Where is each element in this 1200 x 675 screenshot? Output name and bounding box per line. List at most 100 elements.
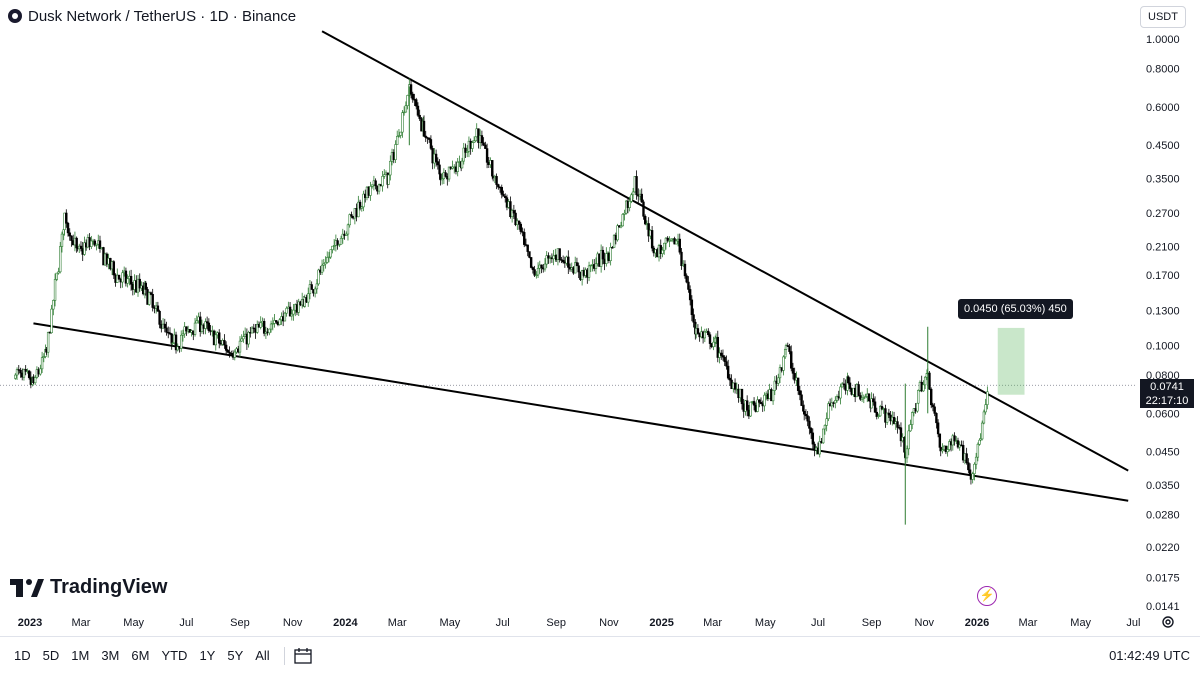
range-button-5d[interactable]: 5D <box>42 648 60 663</box>
candle-body <box>616 225 619 241</box>
candle-body <box>331 245 334 250</box>
candle-body <box>158 310 161 325</box>
range-button-1y[interactable]: 1Y <box>199 648 216 663</box>
candle-body <box>317 269 320 285</box>
candle-body <box>905 448 909 459</box>
candle-body <box>809 428 813 434</box>
x-tick-label: Jul <box>496 617 510 629</box>
candle-body <box>696 328 700 334</box>
candle-body <box>397 135 401 137</box>
candle-body <box>360 206 363 209</box>
candle-body <box>66 222 70 234</box>
candle-body <box>406 95 409 106</box>
candle-body <box>70 235 73 241</box>
candle-body <box>630 194 633 202</box>
x-tick-label: May <box>440 617 461 629</box>
candle-body <box>773 380 777 391</box>
y-tick-label: 0.6000 <box>1146 102 1180 114</box>
candle-body <box>14 374 17 379</box>
candle-body <box>59 246 62 273</box>
candle-body <box>917 390 920 404</box>
candle-body <box>242 336 245 340</box>
candle-body <box>464 147 467 153</box>
lightning-icon[interactable]: ⚡ <box>977 586 997 606</box>
candle-body <box>953 435 956 442</box>
candle-body <box>716 336 719 358</box>
y-tick-label: 0.0350 <box>1146 480 1180 492</box>
candle-body <box>39 368 42 375</box>
candle-body <box>434 153 438 162</box>
candle-body <box>979 438 982 441</box>
candle-body <box>806 415 809 422</box>
candle-body <box>619 225 623 228</box>
candle-body <box>233 351 236 358</box>
x-tick-label: 2024 <box>333 617 358 629</box>
candle-body <box>480 135 484 144</box>
candle-body <box>381 176 384 187</box>
symbol-title[interactable]: Dusk Network / TetherUS · 1D · Binance <box>28 7 297 25</box>
candle-body <box>708 334 712 344</box>
candle-body <box>973 463 976 475</box>
y-tick-label: 0.3500 <box>1146 174 1180 186</box>
candle-body <box>500 187 503 195</box>
x-tick-label: Sep <box>862 617 882 629</box>
candle-body <box>823 425 827 430</box>
range-button-5y[interactable]: 5Y <box>227 648 244 663</box>
x-tick-label: Mar <box>388 617 407 629</box>
candle-body <box>411 93 414 100</box>
x-tick-label: May <box>123 617 144 629</box>
candle-body <box>650 230 654 249</box>
candle-body <box>288 306 292 317</box>
range-button-6m[interactable]: 6M <box>131 648 150 663</box>
candle-body <box>830 402 834 407</box>
utc-clock[interactable]: 01:42:49 UTC <box>1109 648 1190 663</box>
candle-body <box>415 99 418 107</box>
candle-body <box>256 324 259 333</box>
y-tick-label: 0.2100 <box>1146 242 1180 254</box>
x-tick-label: 2026 <box>965 617 989 629</box>
tradingview-logo[interactable]: TradingView <box>10 576 167 599</box>
candle-body <box>948 441 951 450</box>
candle-body <box>870 398 873 409</box>
measure-label: 0.0450 (65.03%) 450 <box>958 299 1073 319</box>
y-tick-label: 0.1000 <box>1146 340 1180 352</box>
x-tick-label: Jul <box>811 617 825 629</box>
range-button-1m[interactable]: 1M <box>71 648 90 663</box>
trendline-lower <box>33 322 1129 502</box>
candle-body <box>547 255 550 259</box>
candle-body <box>690 299 694 315</box>
candle-body <box>424 135 427 138</box>
candle-body <box>938 433 942 448</box>
chart-header: Dusk Network / TetherUS · 1D · Binance <box>8 5 296 27</box>
candle-body <box>791 367 795 374</box>
date-range-icon[interactable] <box>293 647 313 665</box>
bottom-toolbar: 1D 5D 1M 3M 6M YTD 1Y 5Y All 01:42:49 UTC <box>0 636 1200 674</box>
candle-body <box>647 223 650 237</box>
candle-body <box>57 271 60 274</box>
candle-body <box>185 326 188 332</box>
candle-body <box>946 449 949 453</box>
candle-body <box>669 238 673 241</box>
candle-body <box>916 402 919 412</box>
range-button-3m[interactable]: 3M <box>101 648 120 663</box>
candle-body <box>976 443 980 458</box>
candle-body <box>567 256 570 268</box>
currency-button[interactable]: USDT <box>1140 6 1186 28</box>
candle-body <box>834 400 837 404</box>
candle-body <box>873 401 877 413</box>
candle-body <box>389 160 392 176</box>
candle-body <box>358 201 362 209</box>
candle-body <box>967 462 970 471</box>
candle-body <box>362 193 365 208</box>
candle-body <box>170 333 173 344</box>
candle-body <box>370 184 374 187</box>
candle-body <box>429 139 433 149</box>
range-button-1d[interactable]: 1D <box>14 648 31 663</box>
x-tick-label: Mar <box>1019 617 1038 629</box>
settings-gear-icon[interactable] <box>1160 614 1176 630</box>
candle-body <box>504 196 507 199</box>
range-button-ytd[interactable]: YTD <box>161 648 188 663</box>
range-button-all[interactable]: All <box>255 648 270 663</box>
candle-body <box>968 469 972 475</box>
